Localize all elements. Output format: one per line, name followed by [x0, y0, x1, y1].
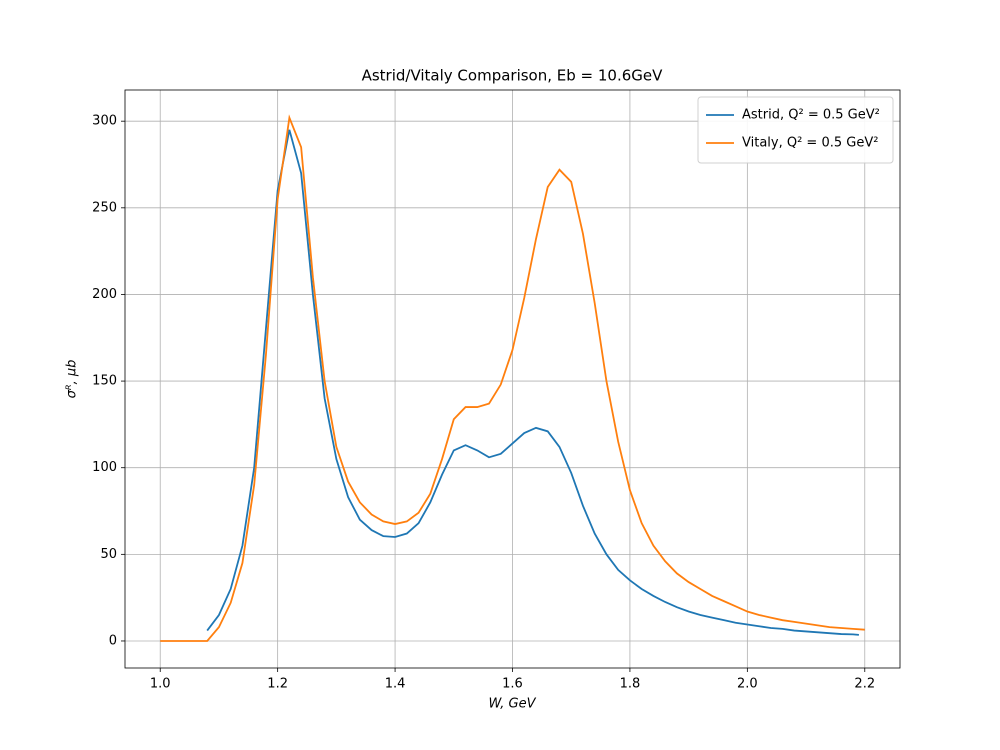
legend-label: Vitaly, Q² = 0.5 GeV² — [742, 136, 878, 151]
x-tick-label: 1.8 — [620, 677, 641, 692]
x-tick-label: 2.0 — [737, 677, 758, 692]
y-tick-label: 0 — [109, 633, 117, 648]
series-line — [160, 114, 865, 642]
y-tick-label: 50 — [100, 547, 117, 562]
x-tick-label: 1.0 — [150, 677, 171, 692]
x-tick-label: 1.6 — [502, 677, 523, 692]
y-tick-label: 200 — [92, 287, 117, 302]
x-axis-label: W, GeV — [488, 697, 536, 712]
x-tick-label: 2.2 — [854, 677, 875, 692]
y-tick-label: 250 — [92, 200, 117, 215]
legend-box — [697, 96, 894, 164]
x-tick-label: 1.2 — [267, 677, 288, 692]
plot-frame — [124, 89, 901, 669]
y-tick-label: 150 — [92, 374, 117, 389]
x-tick-label: 1.4 — [385, 677, 406, 692]
y-axis-label: σᴿ, μb — [65, 360, 80, 399]
y-tick-label: 100 — [92, 460, 117, 475]
chart-title: Astrid/Vitaly Comparison, Eb = 10.6GeV — [362, 67, 664, 85]
legend: Astrid, Q² = 0.5 GeV² Vitaly, Q² = 0.5 Ge… — [697, 96, 894, 164]
series-line — [206, 129, 859, 636]
legend-label: Astrid, Q² = 0.5 GeV² — [742, 108, 880, 123]
y-tick-label: 300 — [92, 114, 117, 129]
